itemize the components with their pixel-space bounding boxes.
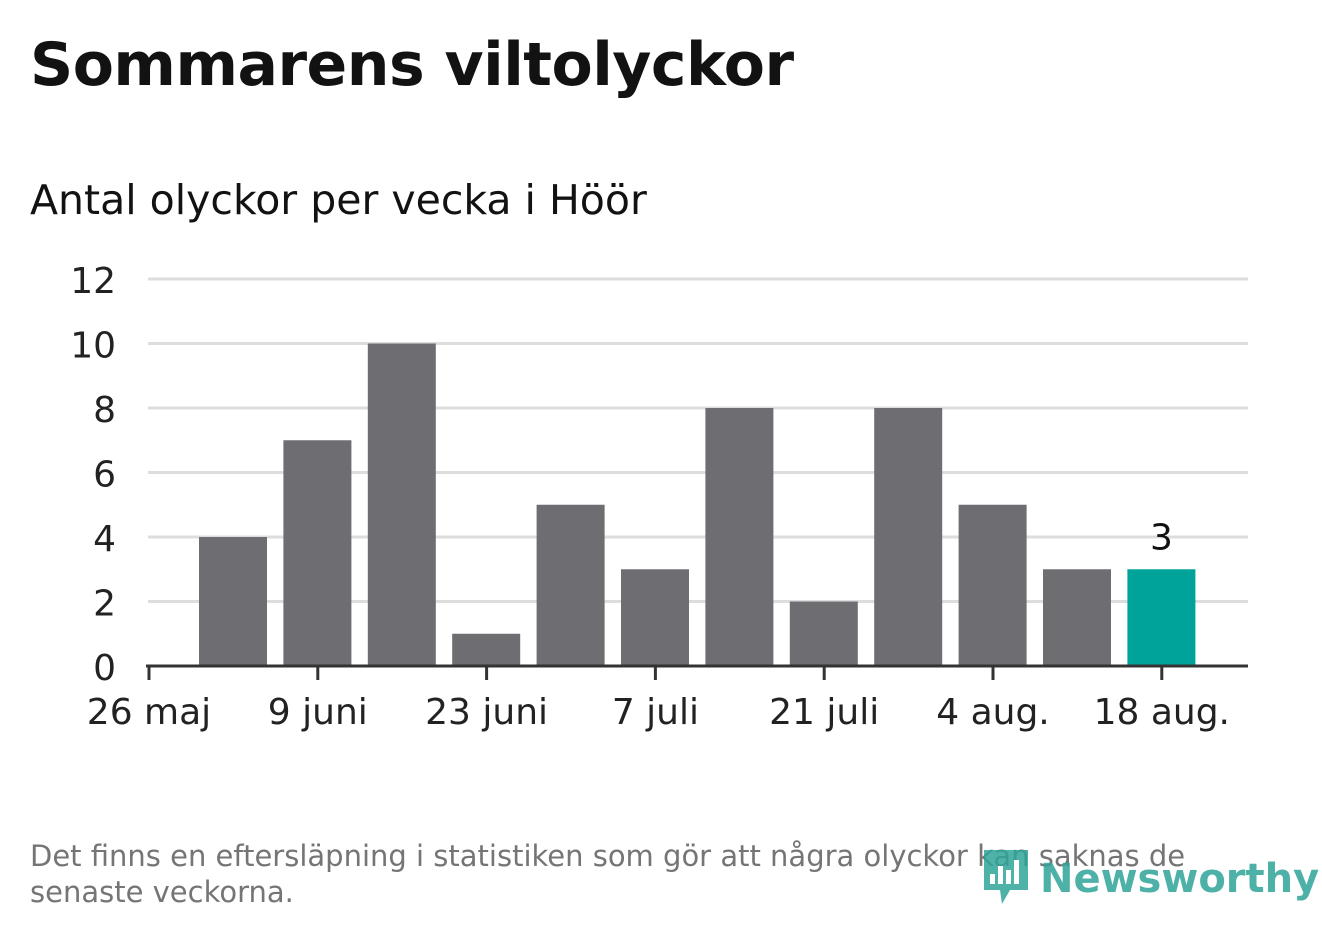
bar [1043, 569, 1111, 666]
bars [199, 343, 1196, 666]
x-axis-ticks: 26 maj 9 juni 23 juni 7 juli 21 juli 4 aug. 18… [87, 666, 1230, 733]
chart-subtitle: Antal olyckor per vecka i Höör [30, 176, 647, 224]
bar [199, 537, 267, 666]
bar [536, 504, 605, 666]
y-tick-label: 8 [93, 390, 116, 431]
bar [283, 440, 352, 666]
bar [621, 569, 689, 666]
data-label: 3 [1150, 517, 1173, 558]
bar [874, 408, 943, 666]
logo-text: Newsworthy [1040, 856, 1320, 902]
bar-chart: 0 2 4 6 8 10 12 26 maj 9 juni 23 juni 7 juli 21 ju… [70, 261, 1248, 733]
y-tick-label: 6 [93, 455, 116, 496]
bar [367, 343, 436, 666]
newsworthy-logo: Newsworthy [980, 846, 1319, 912]
x-tick-label: 21 juli [769, 692, 879, 733]
bar [789, 601, 858, 666]
x-tick-label: 26 maj [87, 692, 211, 733]
y-tick-label: 0 [93, 648, 116, 689]
bar [958, 504, 1027, 666]
y-axis-ticks: 0 2 4 6 8 10 12 [70, 261, 116, 689]
x-tick-label: 4 aug. [936, 692, 1050, 733]
bar [705, 408, 774, 666]
newsworthy-chart-bubble-icon [980, 846, 1032, 912]
y-tick-label: 4 [93, 519, 116, 560]
x-tick-label: 9 juni [268, 692, 368, 733]
x-tick-label: 23 juni [425, 692, 548, 733]
chart-title: Sommarens viltolyckor [30, 30, 794, 100]
bar-highlighted [1127, 569, 1196, 666]
x-tick-label: 18 aug. [1094, 692, 1230, 733]
bar [452, 633, 521, 666]
x-tick-label: 7 juli [612, 692, 699, 733]
y-tick-label: 12 [70, 261, 116, 302]
y-tick-label: 2 [93, 584, 116, 625]
data-labels: 3 [1150, 517, 1173, 558]
y-tick-label: 10 [70, 326, 116, 367]
